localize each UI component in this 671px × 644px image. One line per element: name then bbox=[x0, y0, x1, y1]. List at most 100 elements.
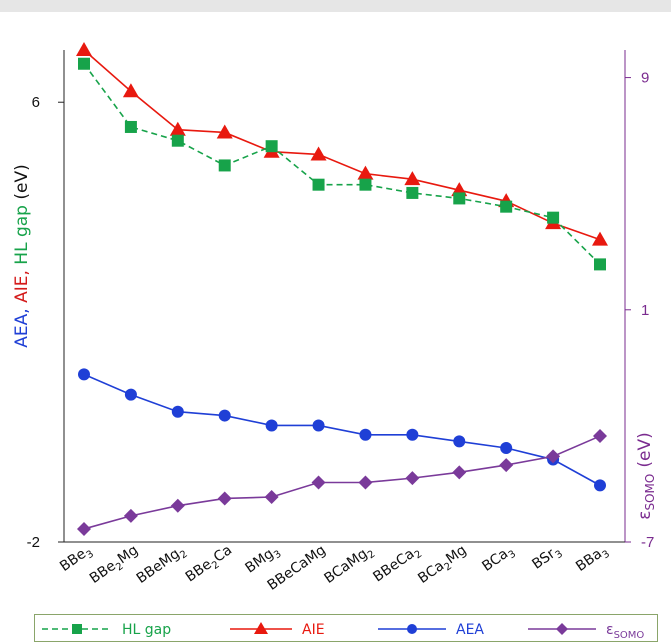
somo-point bbox=[170, 498, 185, 513]
aea-series-line bbox=[83, 373, 601, 487]
right-tick-label: 9 bbox=[641, 70, 649, 87]
somo-point bbox=[499, 458, 514, 473]
x-tick-label-base: BBeMg bbox=[134, 546, 183, 587]
legend-hl-gap-label: HL gap bbox=[122, 622, 171, 638]
x-tick-label-sub: 2 bbox=[114, 561, 126, 574]
legend-label-sub: SOMO bbox=[614, 630, 645, 641]
aie-point bbox=[216, 124, 233, 139]
somo-point bbox=[123, 508, 138, 523]
somo-series-line bbox=[83, 435, 601, 530]
x-tick-label-base: BSr bbox=[529, 546, 558, 573]
hl-gap-point bbox=[312, 178, 325, 191]
hl-gap-point bbox=[453, 192, 466, 205]
legend-label-symbol: ε bbox=[606, 622, 614, 638]
aie-point bbox=[592, 231, 608, 246]
x-tick-label: BBeCa2 bbox=[370, 542, 424, 588]
legend-aie-label: AIE bbox=[302, 622, 325, 638]
hl-gap-point bbox=[547, 211, 560, 224]
legend-aea-label: AEA bbox=[456, 622, 484, 638]
left-tick-label: 6 bbox=[32, 94, 40, 111]
hl-gap-point bbox=[359, 178, 372, 191]
x-tick-label-sub: 3 bbox=[554, 549, 566, 562]
right-axis-label: εSOMO (eV) bbox=[635, 432, 657, 519]
left-axis-label-part: AEA, bbox=[12, 303, 32, 348]
x-tick-label-sub: 2 bbox=[210, 559, 222, 572]
aie-point bbox=[169, 121, 186, 136]
x-tick-label-base: BBeCa bbox=[370, 546, 417, 586]
left-tick-label: -2 bbox=[27, 534, 40, 551]
legend-hl-gap-marker bbox=[72, 624, 82, 634]
right-tick-label: -7 bbox=[641, 534, 654, 551]
hl-gap-point bbox=[171, 134, 184, 147]
hl-gap-point bbox=[78, 57, 90, 70]
aea-point bbox=[594, 479, 606, 492]
right-tick-label: 1 bbox=[641, 302, 649, 319]
aea-point bbox=[312, 419, 325, 432]
left-axis-label-part: AIE, bbox=[12, 265, 32, 303]
aie-point bbox=[122, 83, 139, 98]
left-axis-label: AEA, AIE, HL gap (eV) bbox=[12, 164, 32, 347]
right-axis-label-unit: (eV) bbox=[635, 432, 655, 467]
aie-series-line bbox=[83, 49, 601, 241]
hl-gap-point bbox=[124, 120, 137, 133]
x-tick-label: BCa2Mg bbox=[415, 542, 471, 589]
legend-aie-marker bbox=[254, 622, 268, 634]
x-tick-label-base: BBa bbox=[573, 546, 605, 575]
x-tick-label-sub: 2 bbox=[366, 549, 378, 562]
x-tick-label: BBeMg2 bbox=[134, 542, 190, 589]
somo-point bbox=[546, 449, 561, 464]
x-tick-label-base: BBe bbox=[87, 558, 119, 587]
aea-point bbox=[78, 368, 90, 381]
somo-point bbox=[217, 491, 232, 506]
hl-gap-point bbox=[594, 258, 606, 271]
aie-point bbox=[310, 146, 327, 161]
somo-point bbox=[311, 475, 326, 490]
aea-point bbox=[359, 428, 372, 441]
hl-gap-series-line bbox=[83, 63, 601, 265]
somo-point bbox=[77, 521, 91, 536]
x-tick-label-sub: 2 bbox=[178, 549, 190, 562]
hl-gap-point bbox=[265, 140, 278, 153]
x-tick-label-base: BCaMg bbox=[321, 546, 370, 587]
x-tick-label-base: BMg bbox=[242, 546, 276, 577]
x-tick-label-base: BBe bbox=[57, 546, 89, 575]
x-tick-label-sub: 3 bbox=[272, 549, 284, 562]
x-tick-label-base: BCa bbox=[479, 546, 511, 575]
hl-gap-point bbox=[500, 200, 513, 213]
aea-point bbox=[171, 405, 184, 418]
x-tick-label-sub: 3 bbox=[84, 549, 96, 562]
right-axis-label-sub: SOMO bbox=[643, 474, 657, 511]
left-axis-label-part: (eV) bbox=[12, 164, 32, 205]
x-tick-label: BSr3 bbox=[529, 542, 565, 575]
x-tick-label-base: BBe bbox=[183, 556, 215, 585]
x-tick-label-sub: 2 bbox=[413, 549, 425, 562]
top-strip bbox=[0, 0, 671, 12]
right-axis-label-symbol: ε bbox=[635, 511, 655, 520]
somo-point bbox=[452, 465, 467, 480]
x-tick-label-base: BCa bbox=[415, 558, 447, 587]
aea-point bbox=[500, 441, 513, 454]
aea-point bbox=[218, 409, 231, 422]
somo-point bbox=[358, 475, 373, 490]
aie-point bbox=[357, 165, 374, 180]
aea-point bbox=[453, 435, 466, 448]
legend-somo-label: εSOMO bbox=[606, 622, 644, 641]
x-tick-label: BBe2Mg bbox=[87, 542, 143, 589]
x-tick-label: BCa3 bbox=[479, 542, 518, 577]
aea-point bbox=[265, 419, 278, 432]
aie-point bbox=[404, 171, 421, 186]
x-tick-label: BBe2Ca bbox=[183, 542, 237, 588]
somo-point bbox=[405, 471, 420, 486]
somo-point bbox=[264, 490, 279, 505]
x-tick-label-sub: 3 bbox=[507, 549, 519, 562]
legend bbox=[34, 614, 658, 642]
aie-point bbox=[76, 42, 92, 56]
x-tick-label: BCaMg2 bbox=[321, 542, 377, 589]
aea-point bbox=[406, 428, 419, 441]
somo-point bbox=[593, 429, 607, 444]
legend-somo-marker bbox=[556, 623, 568, 635]
hl-gap-point bbox=[218, 159, 231, 172]
hl-gap-point bbox=[406, 186, 419, 199]
x-tick-label: BBa3 bbox=[573, 542, 612, 577]
x-tick-label-sub: 3 bbox=[600, 549, 612, 562]
